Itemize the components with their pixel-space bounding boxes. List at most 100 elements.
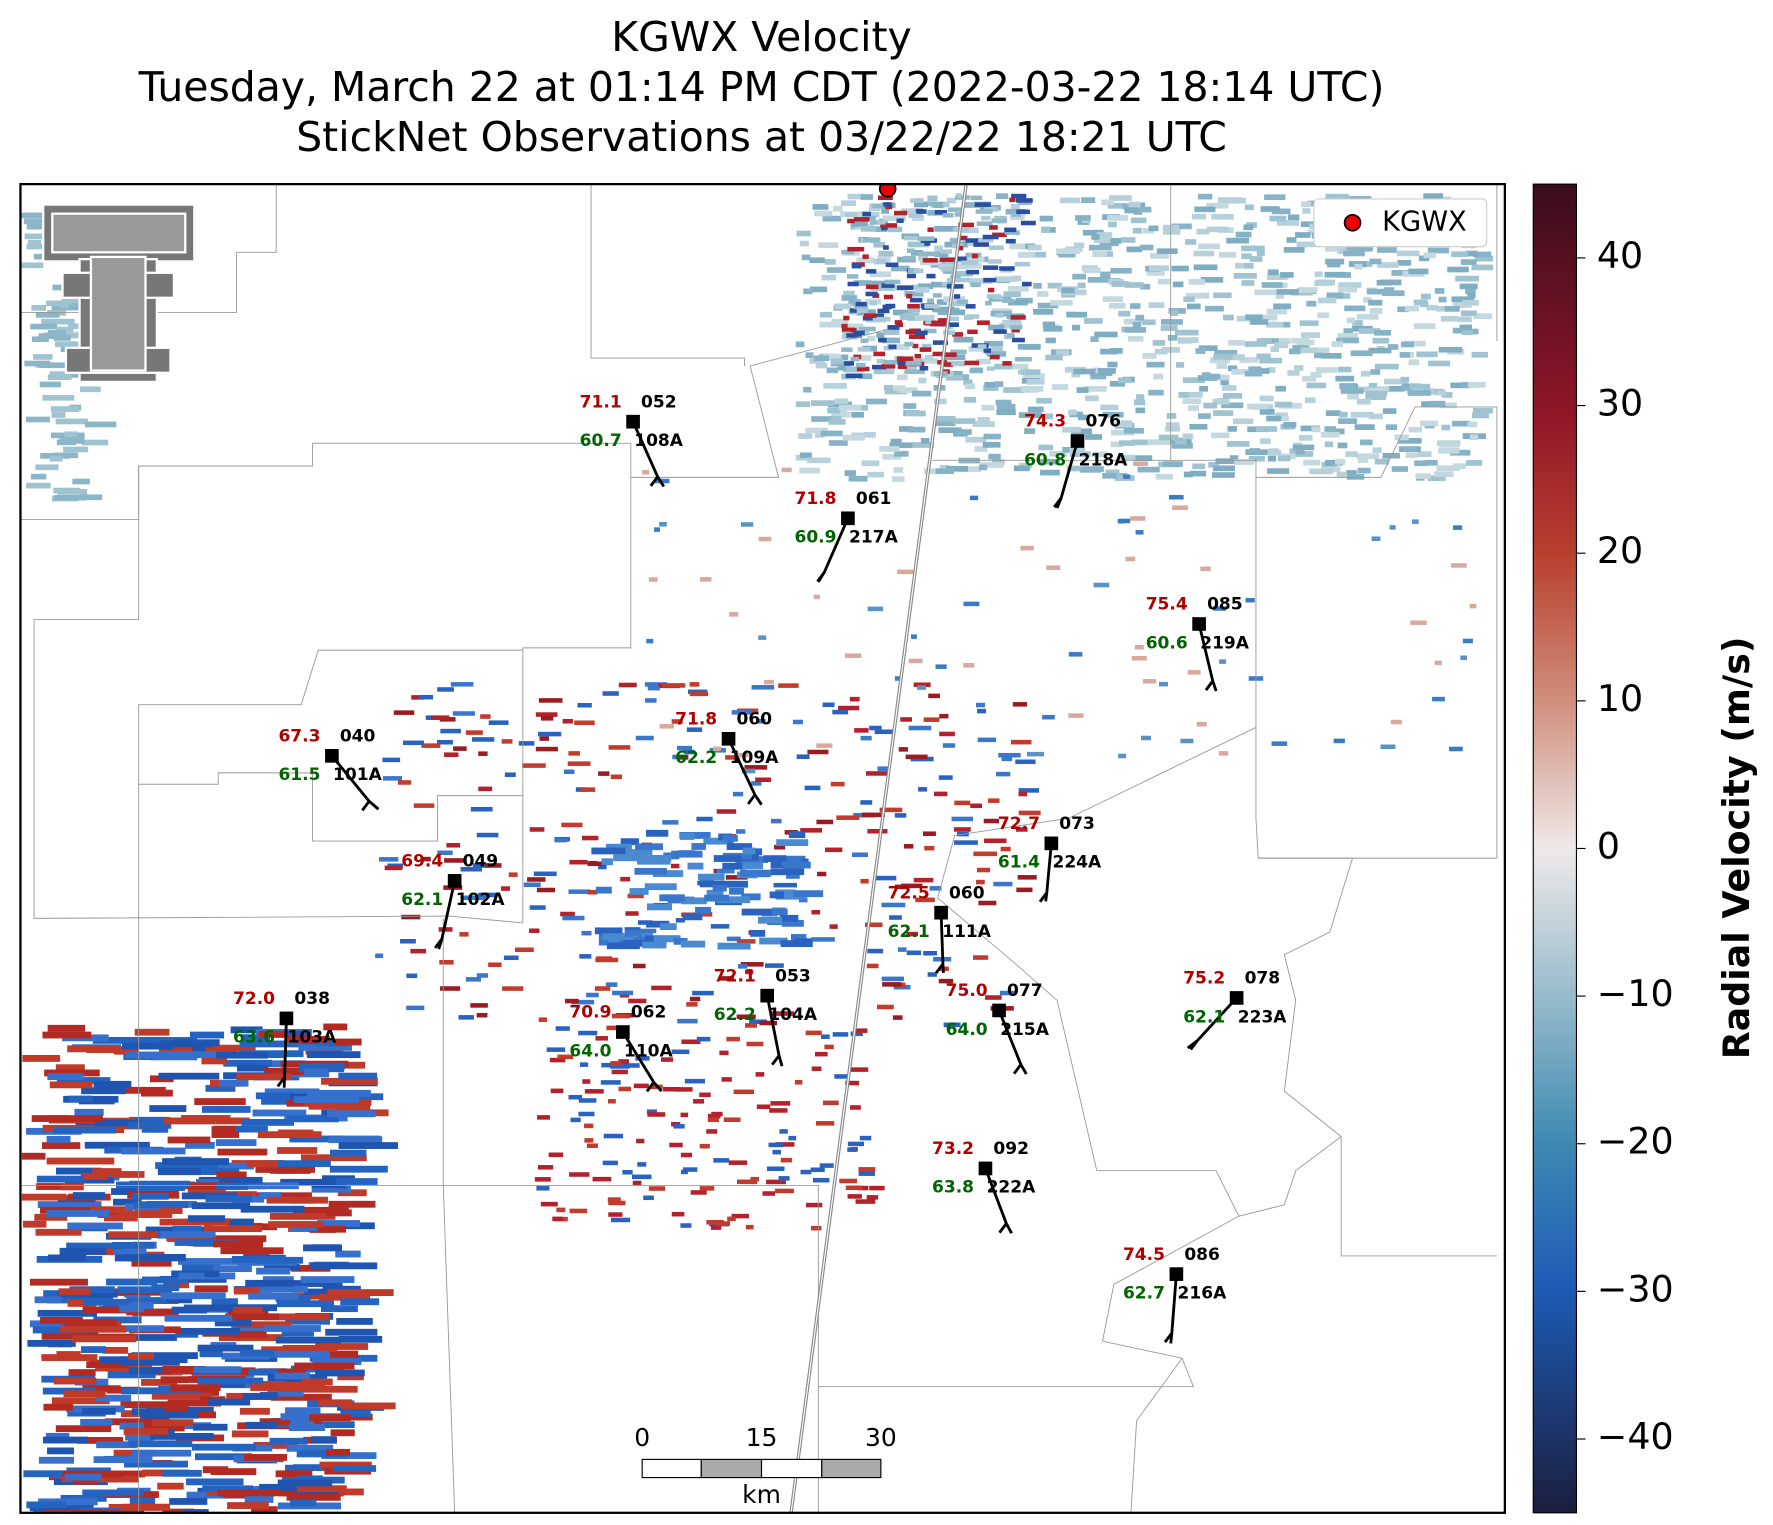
echo	[277, 1389, 304, 1397]
echo	[128, 1440, 193, 1448]
echo	[181, 1263, 221, 1271]
echo	[333, 1465, 377, 1472]
echo	[1337, 286, 1358, 293]
echo	[478, 751, 488, 756]
echo	[1172, 505, 1188, 510]
echo	[673, 1123, 685, 1129]
echo	[623, 939, 649, 947]
echo	[676, 850, 698, 858]
echo	[729, 887, 745, 895]
echo	[317, 1399, 353, 1407]
echo	[809, 286, 828, 293]
echo	[1324, 441, 1334, 448]
echo	[1146, 270, 1165, 276]
echo	[259, 1483, 314, 1491]
echo	[732, 791, 744, 797]
echo	[728, 1160, 748, 1165]
echo	[1002, 298, 1014, 303]
echo	[326, 1209, 352, 1217]
echo	[954, 212, 965, 217]
wind-direction: 061	[856, 489, 892, 509]
echo	[819, 1163, 834, 1168]
echo	[86, 1046, 128, 1054]
echo	[1294, 232, 1311, 238]
echo	[873, 875, 897, 881]
echo	[1107, 361, 1118, 368]
echo	[1288, 348, 1301, 355]
echo	[162, 1051, 230, 1059]
echo	[1387, 344, 1399, 350]
echo	[885, 204, 893, 210]
temperature: 71.1	[580, 392, 622, 412]
echo	[150, 1433, 214, 1440]
echo	[1228, 339, 1245, 346]
echo	[1457, 316, 1472, 323]
wind-barb	[433, 880, 457, 950]
echo	[943, 1022, 961, 1028]
echo	[548, 1152, 564, 1158]
echo	[806, 1202, 823, 1208]
echo	[897, 374, 908, 381]
echo	[915, 314, 935, 321]
echo	[1178, 337, 1199, 343]
echo	[1397, 437, 1422, 444]
echo	[871, 285, 893, 291]
echo	[632, 1180, 642, 1186]
echo	[1461, 329, 1474, 336]
echo	[1345, 451, 1358, 457]
echo	[996, 771, 1011, 777]
echo	[973, 851, 997, 857]
echo	[881, 363, 896, 369]
echo	[629, 888, 649, 895]
echo	[983, 340, 1004, 347]
echo	[1017, 343, 1041, 350]
echo	[703, 837, 728, 845]
echo	[35, 464, 59, 471]
echo	[876, 220, 886, 225]
echo	[985, 300, 992, 306]
echo	[950, 270, 973, 277]
echo	[602, 933, 633, 941]
echo	[986, 366, 995, 371]
echo	[213, 1125, 268, 1133]
echo	[128, 1367, 171, 1374]
echo	[659, 894, 685, 902]
echo	[47, 1447, 74, 1455]
echo	[1056, 350, 1070, 356]
echo	[110, 1470, 146, 1478]
echo	[706, 889, 724, 897]
echo	[974, 446, 988, 452]
echo	[1367, 288, 1391, 295]
echo	[988, 798, 1000, 803]
echo	[956, 193, 962, 198]
echo	[554, 837, 568, 843]
echo	[610, 774, 623, 780]
echo	[991, 218, 1007, 223]
echo	[1474, 255, 1494, 262]
echo	[815, 1051, 828, 1057]
echo	[977, 344, 987, 349]
echo	[321, 1077, 378, 1085]
echo	[888, 344, 897, 350]
echo	[1471, 351, 1489, 358]
echo	[151, 1284, 180, 1292]
echo	[538, 698, 563, 703]
echo	[1015, 759, 1036, 765]
echo	[1142, 227, 1154, 234]
echo	[174, 1239, 238, 1246]
echo	[1194, 206, 1216, 213]
echo	[127, 1121, 172, 1129]
echo	[463, 895, 486, 901]
echo	[1301, 332, 1320, 338]
echo	[800, 1169, 812, 1175]
echo	[1467, 381, 1486, 388]
echo	[157, 1168, 201, 1176]
echo	[953, 336, 974, 343]
echo	[716, 809, 737, 814]
temperature: 75.4	[1146, 595, 1188, 615]
echo	[1259, 395, 1274, 402]
echo	[1215, 458, 1237, 465]
echo	[1256, 353, 1271, 360]
echo	[1399, 352, 1411, 358]
echo	[608, 1200, 626, 1206]
